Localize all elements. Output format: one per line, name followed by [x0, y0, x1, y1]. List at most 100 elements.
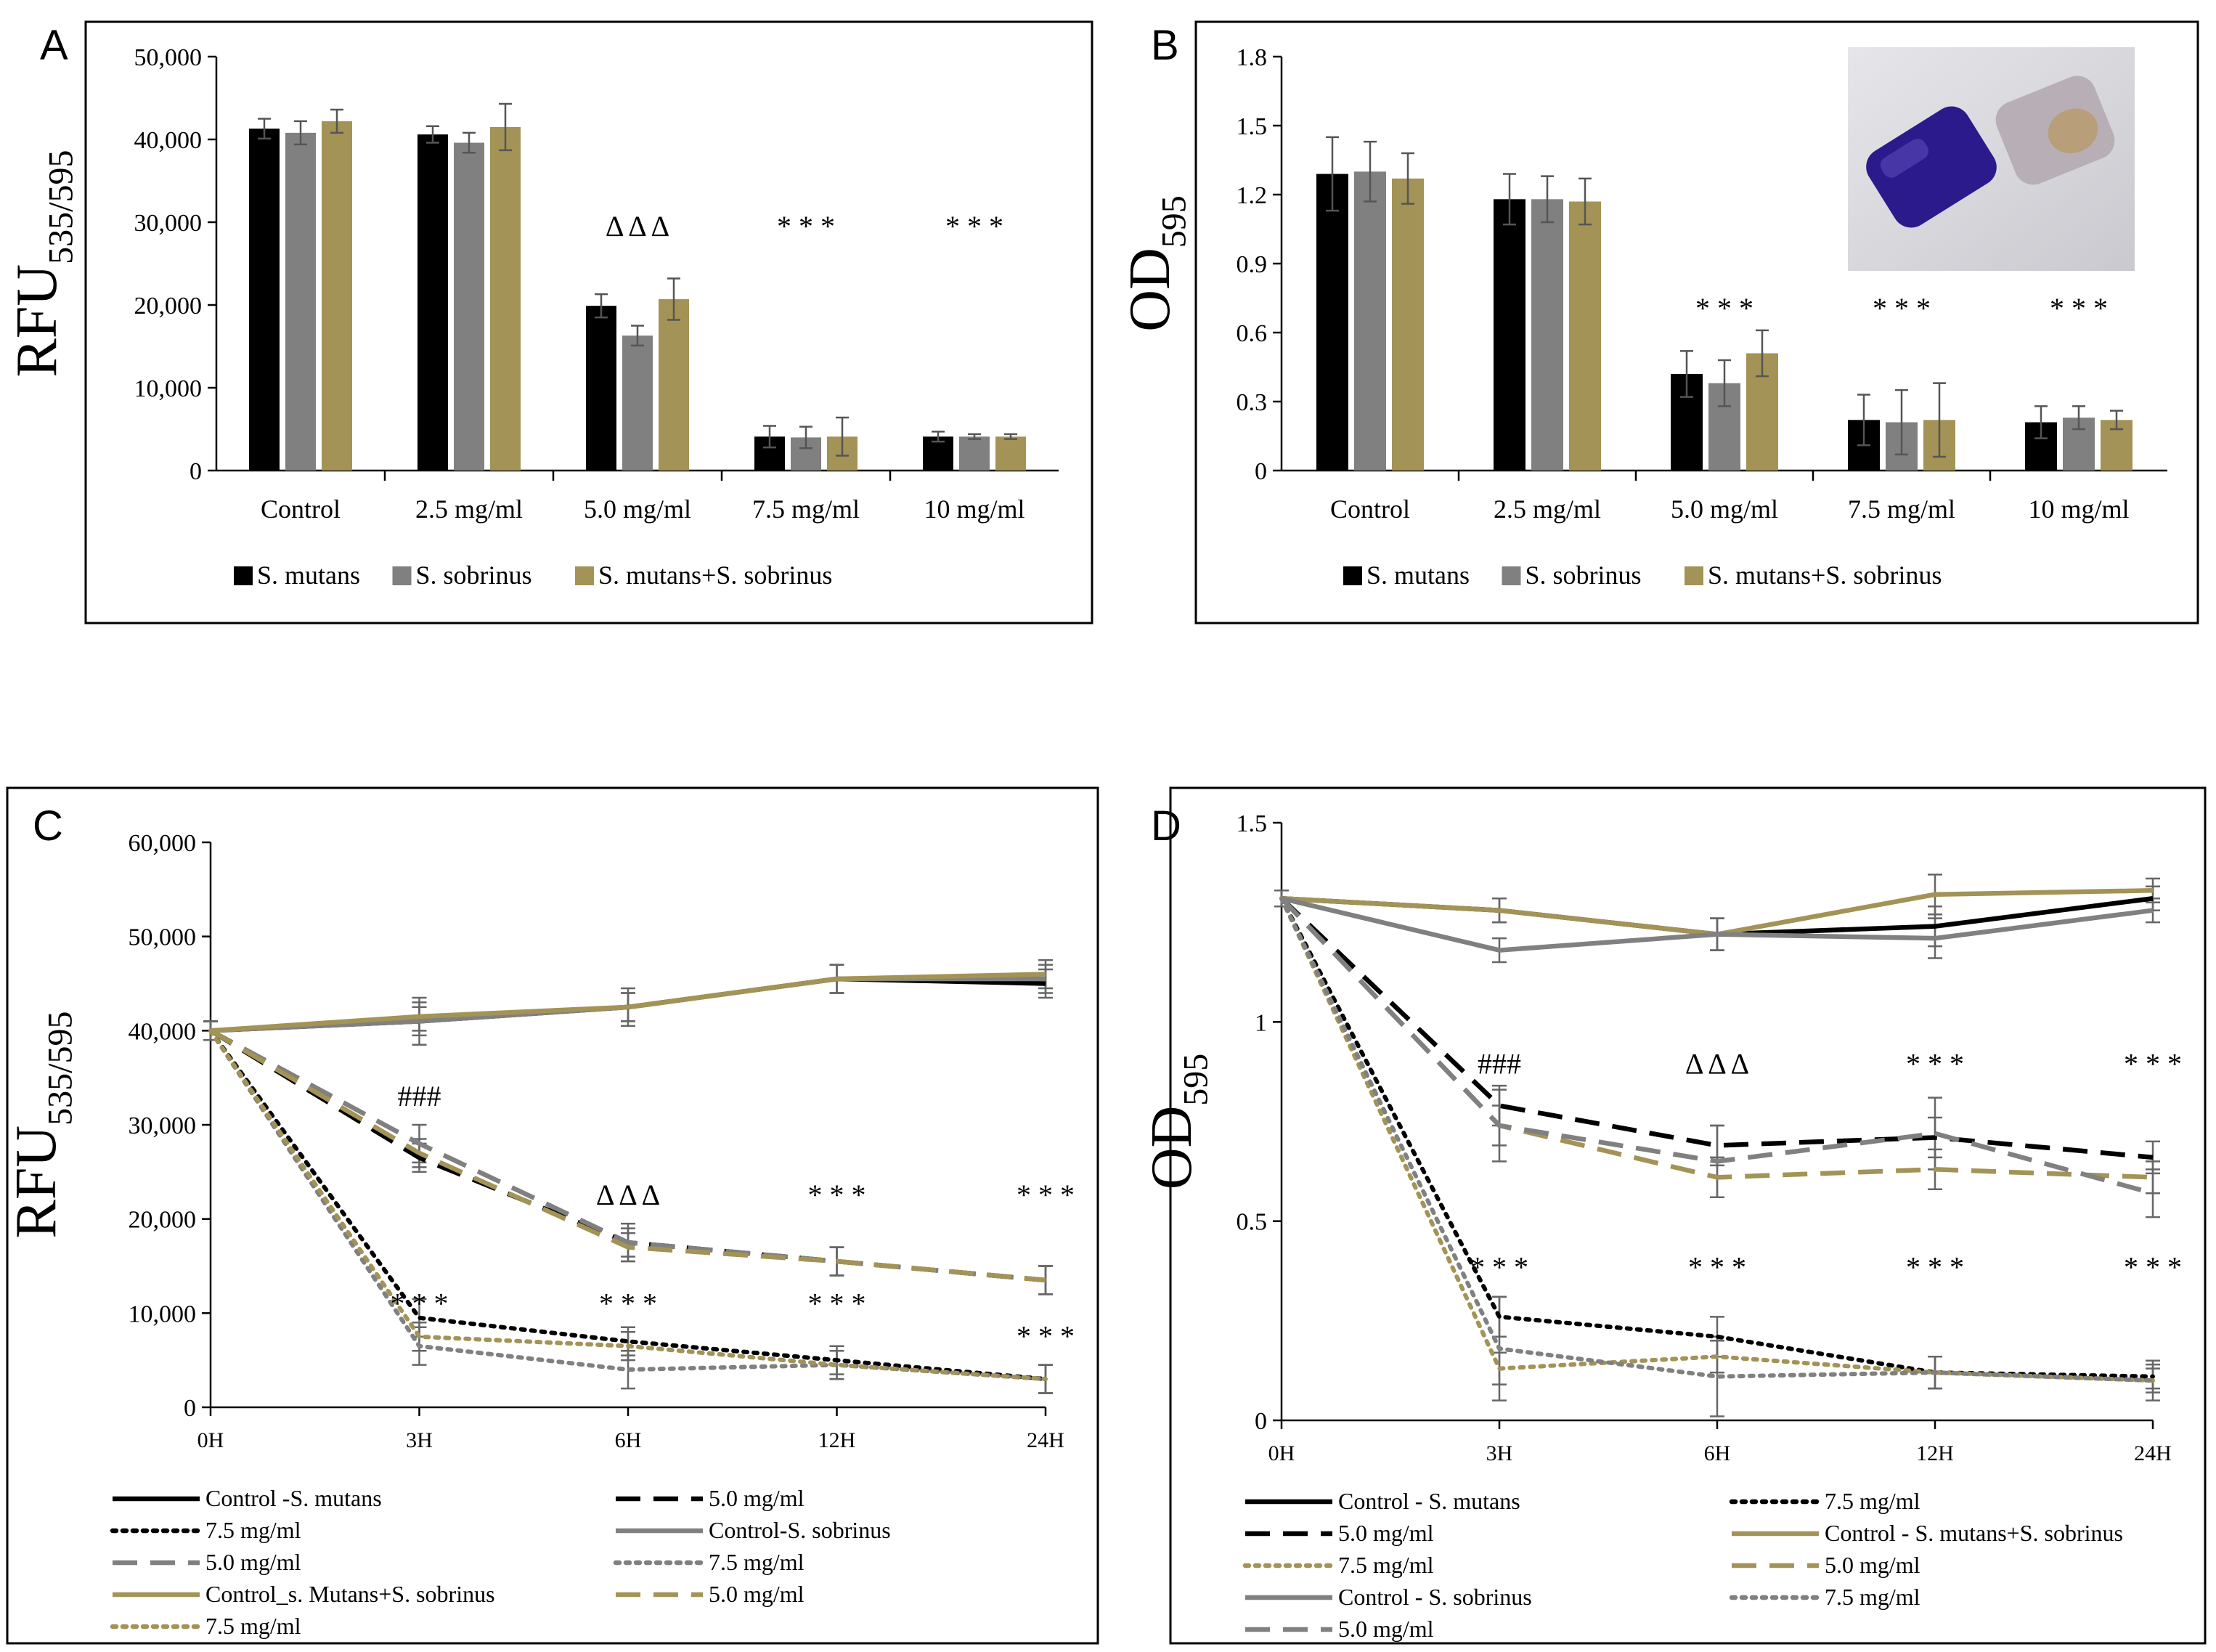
legend-label: 7.5 mg/ml: [205, 1517, 301, 1543]
legend-label: Control-S. sobrinus: [709, 1517, 891, 1543]
significance-annotation: * * *: [2124, 1048, 2182, 1081]
panel-b-chart: 1.8 1.5 1.2 0.9 0.6 0.3 0 Control 2.5 mg/ml 5.0 m…: [1118, 44, 2167, 590]
significance-annotation: * * *: [599, 1287, 657, 1319]
legend-label: S. sobrinus: [1525, 561, 1642, 590]
x-tick-label: 6H: [1704, 1441, 1731, 1465]
series-line: [1279, 896, 2154, 1160]
legend-label: 7.5 mg/ml: [205, 1613, 301, 1639]
stained-tooth-specimen: [1866, 106, 1997, 228]
y-axis-label: RFU535/595: [5, 150, 80, 378]
x-category-label: Control: [261, 495, 341, 524]
legend-label: S. mutans+S. sobrinus: [1708, 561, 1942, 590]
y-axis-label: OD595: [1140, 1054, 1215, 1190]
y-axis-label: RFU535/595: [4, 1012, 79, 1239]
x-tick-label: 12H: [1916, 1441, 1954, 1465]
panel-c-chart: 60,000 50,000 40,000 30,000 20,000 10,000 00H 3…: [4, 830, 1075, 1639]
x-category-label: 7.5 mg/ml: [752, 495, 860, 524]
legend-label: 7.5 mg/ml: [1338, 1552, 1434, 1578]
bar: [1494, 199, 1525, 471]
panel-a-frame: [84, 20, 1093, 624]
significance-annotation: * * *: [808, 1287, 866, 1319]
y-tick-label: 50,000: [129, 924, 197, 951]
y-tick-label: 0.5: [1237, 1209, 1268, 1236]
y-tick-label: 30,000: [134, 210, 203, 237]
panel-label-c: C: [33, 802, 63, 850]
y-axis-label-main: OD: [1140, 1106, 1204, 1190]
legend-label: Control - S. mutans+S. sobrinus: [1825, 1520, 2123, 1546]
panel-label-b: B: [1151, 22, 1179, 69]
y-tick-label: 0: [1255, 458, 1267, 485]
x-tick-label: 24H: [2134, 1441, 2172, 1465]
bar: [1392, 178, 1424, 471]
series-line: [208, 1028, 1048, 1382]
y-tick-label: 1.5: [1237, 810, 1268, 837]
series-line: [208, 1028, 1048, 1382]
legend-label: Control - S. mutans: [1338, 1488, 1520, 1514]
y-tick-label: 10,000: [129, 1301, 197, 1327]
y-tick-label: 1.2: [1237, 182, 1268, 209]
x-category-label: 10 mg/ml: [2028, 495, 2129, 524]
significance-annotation: * * *: [945, 210, 1003, 243]
y-axis-label-subscript: 595: [1176, 1054, 1215, 1106]
panel-d-frame: [1169, 786, 2207, 1645]
y-tick-label: 50,000: [134, 44, 203, 71]
significance-annotation: * * *: [1906, 1048, 1964, 1081]
legend-label: 5.0 mg/ml: [1338, 1520, 1434, 1546]
x-category-label: 10 mg/ml: [924, 495, 1025, 524]
bar: [622, 335, 653, 471]
bar: [1569, 201, 1601, 471]
inset-photo: [1848, 47, 2135, 271]
x-tick-label: 6H: [615, 1428, 642, 1452]
legend-label: 7.5 mg/ml: [1825, 1488, 1920, 1514]
series-line: [1279, 896, 2154, 1196]
legend-label: S. mutans: [1366, 561, 1470, 590]
y-axis-label-subscript: 535/595: [41, 150, 80, 264]
significance-annotation: * * *: [1688, 1250, 1746, 1283]
x-tick-label: 12H: [818, 1428, 856, 1452]
panel-b-frame: [1194, 20, 2199, 624]
legend-label: 5.0 mg/ml: [1825, 1552, 1920, 1578]
y-tick-label: 60,000: [129, 830, 197, 857]
legend-swatch: [575, 566, 594, 585]
series-line: [209, 1028, 1046, 1283]
bar: [659, 299, 689, 471]
y-tick-label: 10,000: [134, 375, 203, 402]
series-line: [210, 972, 1046, 1033]
y-axis-label-subscript: 535/595: [41, 1012, 79, 1126]
significance-annotation: * * *: [391, 1287, 449, 1319]
panel-label-a: A: [40, 22, 68, 69]
significance-annotation: * * *: [1873, 292, 1931, 325]
y-axis-label-main: RFU: [4, 1126, 68, 1239]
x-tick-label: 3H: [406, 1428, 433, 1452]
y-tick-label: 1.5: [1237, 113, 1268, 140]
y-tick-label: 1.8: [1237, 44, 1268, 71]
series-line: [1279, 896, 2155, 1379]
y-axis-label-main: OD: [1118, 248, 1182, 332]
significance-annotation: * * *: [1017, 1320, 1075, 1353]
y-axis-label-main: RFU: [5, 264, 69, 378]
bar: [417, 134, 448, 471]
bar: [1316, 174, 1348, 471]
significance-annotation: Δ Δ Δ: [1685, 1048, 1749, 1081]
y-tick-label: 0.9: [1237, 251, 1268, 278]
y-tick-label: 0: [1255, 1408, 1267, 1435]
legend-label: 5.0 mg/ml: [709, 1581, 804, 1607]
legend-swatch: [1685, 566, 1703, 585]
significance-annotation: ###: [398, 1080, 441, 1112]
x-tick-label: 0H: [197, 1428, 224, 1452]
significance-annotation: ###: [1478, 1048, 1521, 1081]
legend-label: Control - S. sobrinus: [1338, 1584, 1532, 1610]
panel-a-chart: 50,000 40,000 30,000 20,000 10,000 0 Control 2.…: [5, 44, 1059, 590]
panel-label-d: D: [1151, 802, 1181, 850]
y-tick-label: 20,000: [134, 293, 203, 320]
x-category-label: 2.5 mg/ml: [1494, 495, 1601, 524]
x-category-label: 2.5 mg/ml: [415, 495, 523, 524]
significance-annotation: Δ Δ Δ: [596, 1179, 660, 1211]
x-category-label: 7.5 mg/ml: [1848, 495, 1955, 524]
panel-d-chart: 1.5 1 0.5 00H 3H 6H 12H 24H ### Δ Δ Δ * * * * * * * …: [1140, 810, 2182, 1642]
legend-label: 5.0 mg/ml: [205, 1549, 301, 1575]
legend-label: S. mutans: [257, 561, 360, 590]
bar: [490, 126, 521, 471]
significance-annotation: * * *: [1906, 1250, 1964, 1283]
